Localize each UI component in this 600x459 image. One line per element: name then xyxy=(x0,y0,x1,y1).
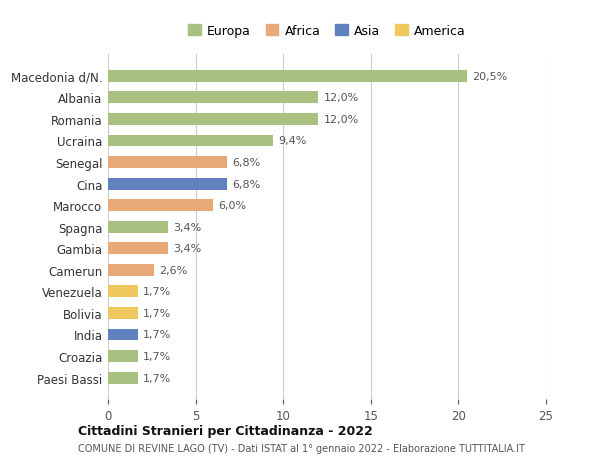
Text: 1,7%: 1,7% xyxy=(143,373,171,383)
Bar xyxy=(108,286,138,297)
Text: 6,8%: 6,8% xyxy=(232,158,260,168)
Bar xyxy=(108,135,272,147)
Bar xyxy=(108,114,318,126)
Text: 12,0%: 12,0% xyxy=(323,115,359,125)
Text: 1,7%: 1,7% xyxy=(143,351,171,361)
Bar xyxy=(108,92,318,104)
Bar xyxy=(108,221,167,233)
Text: 9,4%: 9,4% xyxy=(278,136,307,146)
Text: 2,6%: 2,6% xyxy=(159,265,187,275)
Text: 1,7%: 1,7% xyxy=(143,287,171,297)
Bar xyxy=(108,200,213,212)
Legend: Europa, Africa, Asia, America: Europa, Africa, Asia, America xyxy=(183,20,471,43)
Text: COMUNE DI REVINE LAGO (TV) - Dati ISTAT al 1° gennaio 2022 - Elaborazione TUTTIT: COMUNE DI REVINE LAGO (TV) - Dati ISTAT … xyxy=(78,443,525,453)
Text: 6,0%: 6,0% xyxy=(218,201,247,211)
Bar xyxy=(108,329,138,341)
Text: 12,0%: 12,0% xyxy=(323,93,359,103)
Text: 1,7%: 1,7% xyxy=(143,308,171,318)
Bar xyxy=(108,157,227,168)
Bar xyxy=(108,178,227,190)
Bar xyxy=(108,264,154,276)
Text: 6,8%: 6,8% xyxy=(232,179,260,189)
Bar xyxy=(108,372,138,384)
Text: 3,4%: 3,4% xyxy=(173,244,201,254)
Bar xyxy=(108,243,167,255)
Text: Cittadini Stranieri per Cittadinanza - 2022: Cittadini Stranieri per Cittadinanza - 2… xyxy=(78,424,373,437)
Bar xyxy=(108,350,138,362)
Text: 20,5%: 20,5% xyxy=(472,72,508,82)
Bar xyxy=(108,308,138,319)
Bar xyxy=(108,71,467,83)
Text: 1,7%: 1,7% xyxy=(143,330,171,340)
Text: 3,4%: 3,4% xyxy=(173,222,201,232)
